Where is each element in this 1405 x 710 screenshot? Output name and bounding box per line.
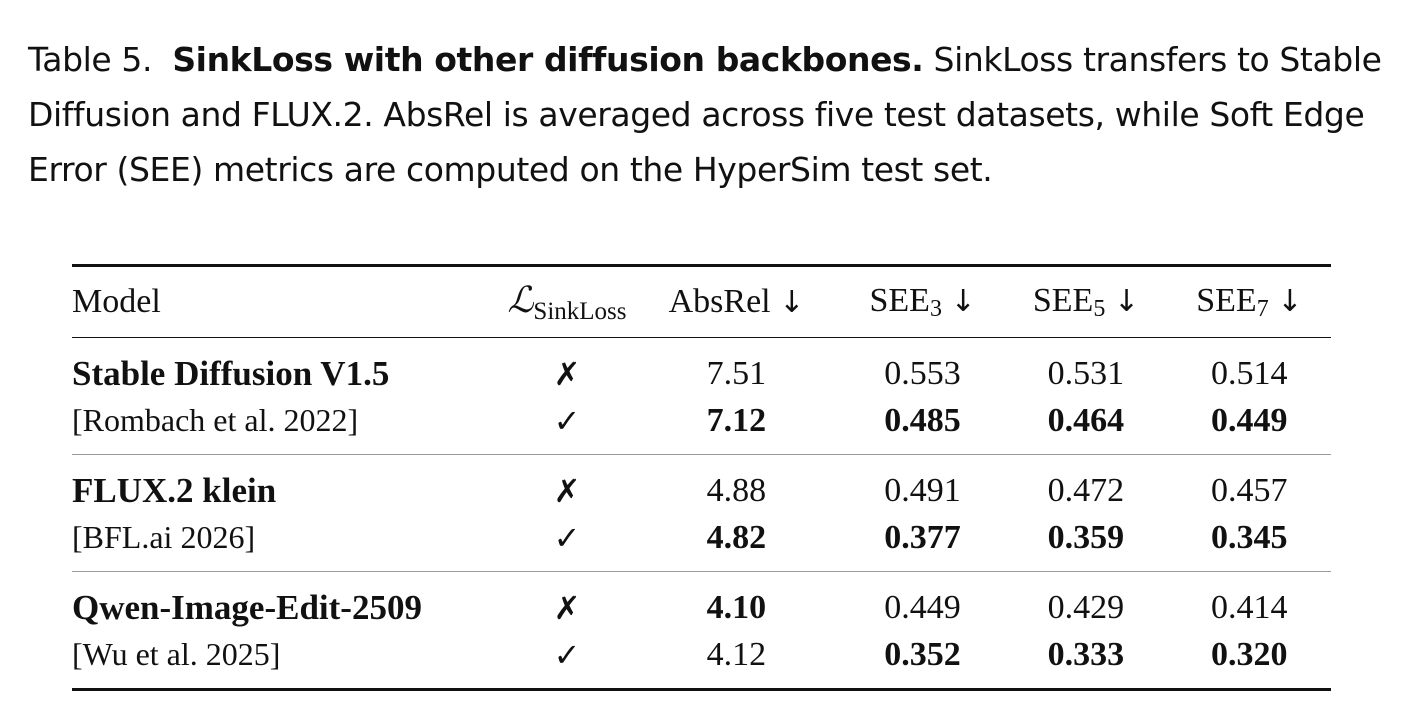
check-mark-icon: ✓ <box>502 631 632 691</box>
header-absrel: AbsRel ↓ <box>632 264 841 338</box>
see5-value: 0.472 <box>1004 454 1168 514</box>
absrel-value: 7.51 <box>706 354 767 392</box>
see7-value: 0.514 <box>1211 354 1288 392</box>
see5-value: 0.464 <box>1047 401 1125 439</box>
caption-label: Table 5. <box>28 40 153 79</box>
see7-value: 0.345 <box>1211 518 1288 556</box>
see3-value: 0.352 <box>840 631 1005 691</box>
model-name: Qwen-Image-Edit-2509 <box>72 571 502 631</box>
model-citation: [BFL.ai 2026] <box>72 519 256 555</box>
absrel-value: 4.82 <box>706 518 767 556</box>
down-arrow-icon: ↓ <box>1113 283 1139 319</box>
header-row: Model ℒSinkLoss AbsRel ↓ SEE3 ↓ SEE5 ↓ S… <box>72 264 1331 338</box>
loss-subscript: SinkLoss <box>533 297 627 325</box>
header-model: Model <box>72 264 502 338</box>
down-arrow-icon: ↓ <box>950 283 976 319</box>
see5-value: 0.333 <box>1004 631 1168 691</box>
caption-title: SinkLoss with other diffusion backbones. <box>172 40 924 79</box>
see-subscript: 7 <box>1256 295 1269 322</box>
see5-value: 0.531 <box>1047 354 1125 392</box>
header-see5: SEE5 ↓ <box>1004 264 1168 338</box>
see3-value: 0.553 <box>884 354 961 392</box>
absrel-value: 4.10 <box>632 571 841 631</box>
see7-value: 0.449 <box>1211 401 1288 439</box>
absrel-value: 4.12 <box>632 631 841 691</box>
see-subscript: 3 <box>929 295 942 322</box>
header-see3: SEE3 ↓ <box>840 264 1005 338</box>
see3-value: 0.491 <box>840 454 1005 514</box>
see-subscript: 5 <box>1093 295 1106 322</box>
see-label: SEE <box>869 281 930 319</box>
down-arrow-icon: ↓ <box>779 285 805 320</box>
cross-mark-icon: ✗ <box>502 454 632 514</box>
loss-symbol: ℒ <box>507 279 534 320</box>
check-mark-icon: ✓ <box>553 518 581 557</box>
check-mark-icon: ✓ <box>553 401 581 440</box>
model-citation: [Rombach et al. 2022] <box>72 402 359 438</box>
table-row: [BFL.ai 2026] ✓ 4.82 0.377 0.359 0.345 <box>72 514 1331 572</box>
header-see7: SEE7 ↓ <box>1167 264 1331 338</box>
results-table-container: Model ℒSinkLoss AbsRel ↓ SEE3 ↓ SEE5 ↓ S… <box>72 264 1331 691</box>
table-row: [Rombach et al. 2022] ✓ 7.12 0.485 0.464… <box>72 397 1331 455</box>
see3-value: 0.449 <box>840 571 1005 631</box>
table-row: FLUX.2 klein ✗ 4.88 0.491 0.472 0.457 <box>72 454 1331 514</box>
down-arrow-icon: ↓ <box>1277 283 1303 319</box>
see7-value: 0.320 <box>1167 631 1331 691</box>
see5-value: 0.359 <box>1047 518 1125 556</box>
see-label: SEE <box>1032 281 1094 319</box>
model-citation: [Wu et al. 2025] <box>72 631 502 691</box>
table-caption: Table 5. SinkLoss with other diffusion b… <box>28 32 1388 197</box>
see3-value: 0.485 <box>884 401 961 439</box>
table-row: [Wu et al. 2025] ✓ 4.12 0.352 0.333 0.32… <box>72 631 1331 691</box>
header-sinkloss: ℒSinkLoss <box>502 264 632 338</box>
model-name: Stable Diffusion V1.5 <box>72 353 390 393</box>
see-label: SEE <box>1196 281 1257 319</box>
absrel-value: 4.88 <box>632 454 841 514</box>
results-table: Model ℒSinkLoss AbsRel ↓ SEE3 ↓ SEE5 ↓ S… <box>72 264 1331 691</box>
caption-body: SinkLoss transfers to Stable Diffusion a… <box>28 40 1382 189</box>
cross-mark-icon: ✗ <box>553 354 581 393</box>
absrel-label: AbsRel <box>668 283 771 320</box>
table-row: Qwen-Image-Edit-2509 ✗ 4.10 0.449 0.429 … <box>72 571 1331 631</box>
see5-value: 0.429 <box>1004 571 1168 631</box>
model-name: FLUX.2 klein <box>72 454 502 514</box>
see7-value: 0.414 <box>1167 571 1331 631</box>
cross-mark-icon: ✗ <box>502 571 632 631</box>
see7-value: 0.457 <box>1167 454 1331 514</box>
see3-value: 0.377 <box>884 518 961 556</box>
absrel-value: 7.12 <box>706 401 767 439</box>
table-row: Stable Diffusion V1.5 ✗ 7.51 0.553 0.531… <box>72 338 1331 398</box>
